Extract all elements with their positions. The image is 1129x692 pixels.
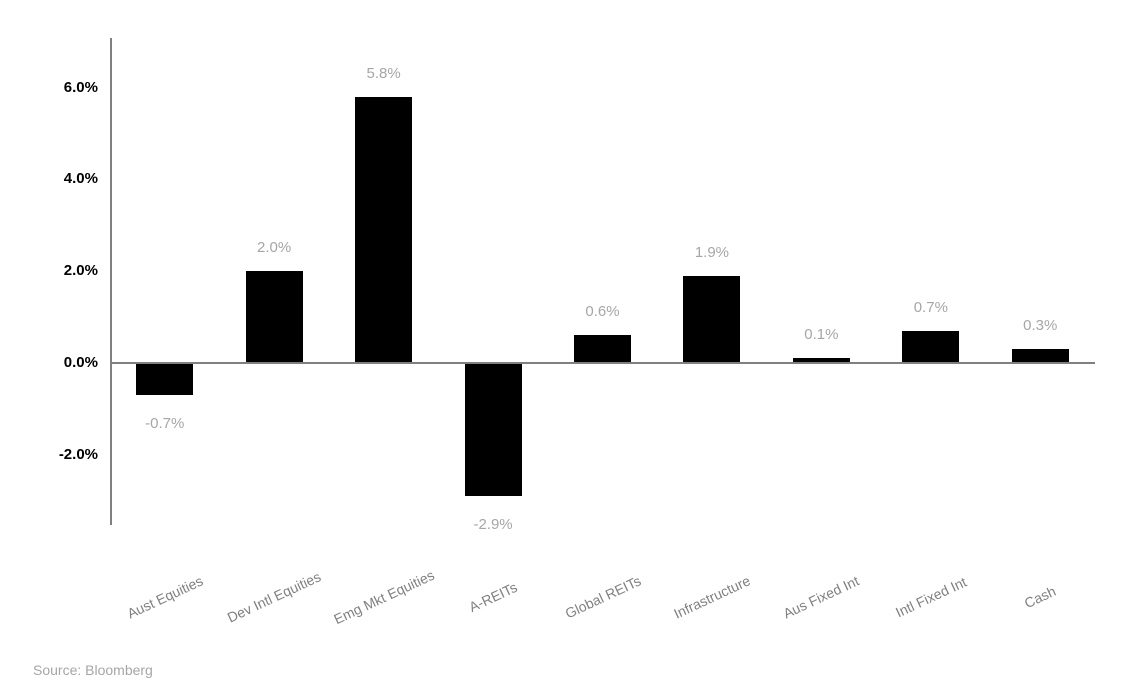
data-label: 0.7%: [913, 298, 948, 316]
bar-emg-mkt-equities: [355, 96, 413, 363]
bar-dev-intl-equities: [245, 271, 303, 363]
category-label: Aus Fixed Int: [780, 572, 862, 622]
category-label: Infrastructure: [671, 572, 753, 622]
category-label: A-REITs: [466, 578, 520, 616]
y-tick-label: 6.0%: [63, 78, 98, 96]
category-label: Cash: [1022, 582, 1059, 612]
y-axis-line: [110, 38, 112, 525]
source-note: Source: Bloomberg: [33, 662, 153, 678]
zero-baseline: [110, 362, 1095, 364]
category-label: Global REITs: [562, 572, 643, 622]
data-label: 0.6%: [585, 303, 620, 321]
category-label: Intl Fixed Int: [892, 573, 969, 621]
y-tick-label: 2.0%: [63, 262, 98, 280]
bar-infrastructure: [683, 275, 741, 363]
data-label: 2.0%: [257, 239, 292, 257]
data-label: 5.8%: [366, 64, 401, 82]
data-label: -2.9%: [473, 516, 513, 534]
bar-intl-fixed-int: [902, 330, 960, 363]
data-label: 1.9%: [694, 243, 730, 261]
y-tick-label: 4.0%: [63, 170, 98, 188]
category-label: Emg Mkt Equities: [330, 566, 437, 628]
y-tick-label: 0.0%: [63, 354, 98, 371]
y-tick-label: -2.0%: [58, 445, 98, 463]
bar-global-reits: [574, 335, 631, 363]
bar-a-reits: [464, 363, 522, 497]
category-label: Dev Intl Equities: [224, 568, 324, 626]
bar-cash: [1011, 349, 1069, 363]
data-label: 0.3%: [1023, 317, 1058, 335]
category-label: Aust Equities: [124, 572, 206, 622]
bar-aust-equities: [136, 363, 194, 396]
data-label: 0.1%: [804, 326, 839, 344]
bar-aus-fixed-int: [792, 358, 850, 363]
data-label: -0.7%: [145, 415, 185, 433]
